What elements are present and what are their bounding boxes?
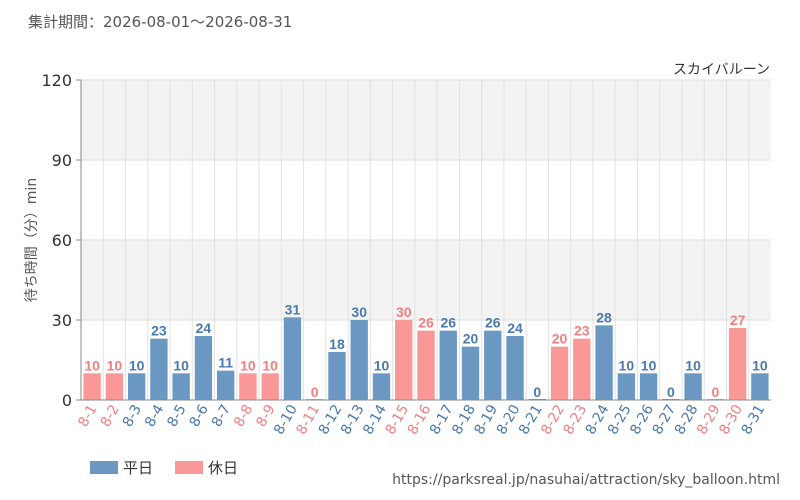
y-tick-label: 90 (52, 151, 72, 170)
bar (150, 338, 168, 400)
background-band (81, 240, 771, 320)
y-tick-label: 60 (52, 231, 72, 250)
data-label: 26 (418, 315, 434, 331)
data-label: 31 (285, 301, 301, 317)
x-tick-labels: 8-18-28-38-48-58-68-78-88-98-108-118-128… (75, 402, 768, 438)
data-label: 23 (574, 323, 590, 339)
bar (550, 346, 569, 400)
data-label: 28 (596, 309, 612, 325)
bar (684, 373, 702, 400)
legend-item-holiday: 休日 (175, 457, 238, 478)
background-band (81, 80, 771, 160)
y-axis-label: 待ち時間（分）min (24, 178, 40, 302)
data-label: 0 (667, 384, 675, 400)
data-label: 10 (374, 357, 390, 373)
data-label: 10 (641, 357, 657, 373)
legend-label-weekday: 平日 (123, 459, 154, 477)
bar (350, 320, 368, 400)
bar (595, 325, 613, 400)
data-label: 0 (533, 384, 541, 400)
x-tick-label: 8-4 (142, 402, 167, 430)
bar (728, 328, 747, 400)
data-label: 20 (552, 331, 568, 347)
bar (506, 336, 524, 400)
bar (484, 330, 502, 400)
data-label: 10 (173, 357, 189, 373)
x-tick-label: 8-7 (209, 402, 234, 430)
bars (83, 317, 769, 400)
bar (573, 338, 591, 400)
bar (395, 320, 413, 400)
data-label: 27 (730, 312, 746, 328)
y-tick-label: 30 (52, 311, 72, 330)
data-labels: 10 10 10 23 10 24 11 10 10 31 0 18 30 10 30 26 26 20 26 24 0… (84, 301, 768, 400)
data-label: 10 (107, 357, 123, 373)
data-label: 23 (151, 323, 167, 339)
period-label: 集計期間：2026-08-01～2026-08-31 (28, 13, 293, 31)
legend-swatch-weekday (90, 461, 118, 474)
bar (417, 330, 435, 400)
data-label: 0 (311, 384, 319, 400)
bar (283, 317, 302, 400)
bar (127, 373, 146, 400)
data-label: 20 (463, 331, 479, 347)
legend-swatch-holiday (175, 461, 204, 474)
x-tick-label: 8-31 (739, 402, 769, 438)
bar (639, 373, 658, 400)
data-label: 10 (619, 357, 635, 373)
data-label: 26 (440, 315, 456, 331)
x-tick-label: 8-2 (98, 402, 123, 430)
bar (751, 373, 769, 400)
data-label: 24 (196, 320, 212, 336)
x-tick-label: 8-1 (75, 402, 100, 430)
data-label: 10 (685, 357, 701, 373)
bar (239, 373, 257, 400)
bar (172, 373, 190, 400)
vertical-gridlines (102, 80, 750, 400)
data-label: 18 (329, 336, 345, 352)
data-label: 10 (262, 357, 278, 373)
data-label: 26 (485, 315, 501, 331)
y-tick-label: 0 (62, 391, 72, 410)
x-tick-label: 8-3 (120, 402, 145, 430)
bar (194, 336, 213, 400)
bar (328, 352, 346, 400)
data-label: 30 (396, 304, 412, 320)
legend: 平日 休日 (90, 457, 260, 478)
x-tick-label: 8-6 (187, 402, 212, 430)
y-tick-label: 120 (41, 71, 72, 90)
legend-item-weekday: 平日 (90, 457, 153, 478)
bar (105, 373, 124, 400)
bar (461, 346, 480, 400)
bar (261, 373, 279, 400)
data-label: 10 (84, 357, 100, 373)
bar (617, 373, 636, 400)
x-tick-label: 8-5 (164, 402, 189, 430)
data-label: 10 (752, 357, 768, 373)
legend-label-holiday: 休日 (208, 459, 239, 477)
data-label: 0 (711, 384, 719, 400)
bar (83, 373, 101, 400)
data-label: 10 (129, 357, 145, 373)
y-tick-labels: 0 30 60 90 120 (41, 71, 72, 410)
data-label: 30 (351, 304, 367, 320)
data-label: 11 (218, 355, 233, 371)
x-tick-label: 8-8 (231, 402, 256, 430)
bar (216, 370, 235, 400)
source-url: https://parksreal.jp/nasuhai/attraction/… (392, 472, 780, 488)
chart-title: スカイバルーン (673, 62, 770, 78)
data-label: 24 (507, 320, 523, 336)
data-label: 10 (240, 357, 256, 373)
bar (372, 373, 391, 400)
bar (439, 330, 457, 400)
background-band (81, 160, 771, 240)
